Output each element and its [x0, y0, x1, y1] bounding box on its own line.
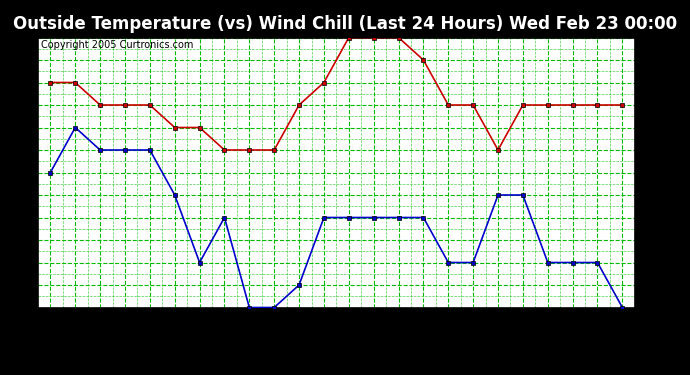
Text: Outside Temperature (vs) Wind Chill (Last 24 Hours) Wed Feb 23 00:00: Outside Temperature (vs) Wind Chill (Las…: [13, 15, 677, 33]
Text: Copyright 2005 Curtronics.com: Copyright 2005 Curtronics.com: [41, 40, 193, 50]
